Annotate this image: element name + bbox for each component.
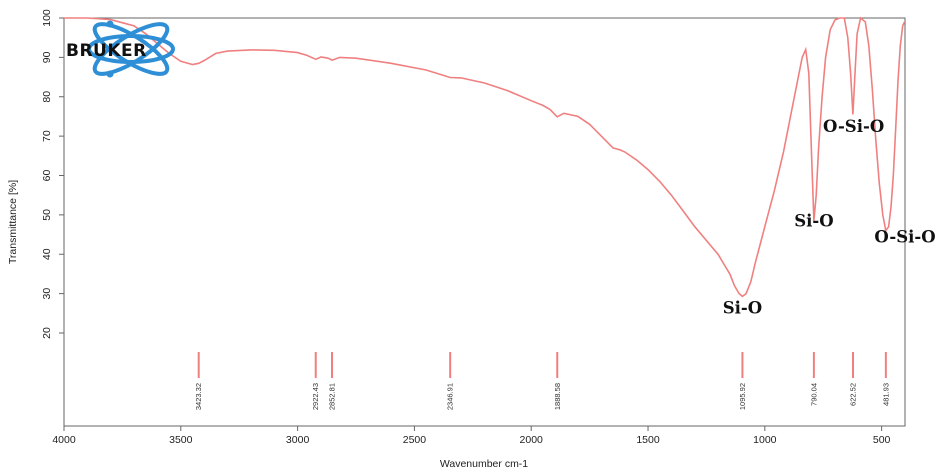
peak-label-1: 2922.43 xyxy=(311,383,320,410)
peak-label-3: 2346.91 xyxy=(446,383,455,410)
band-annotation-3: O-Si-O xyxy=(874,227,935,246)
y-tick-label-7: 90 xyxy=(41,51,53,63)
y-tick-label-6: 80 xyxy=(41,91,53,103)
y-tick-label-1: 30 xyxy=(41,288,53,300)
x-axis: 4000 3500 3000 2500 2000 1500 1000 500 xyxy=(52,426,891,446)
x-axis-title: Wavenumber cm-1 xyxy=(440,458,528,470)
peak-markers: 3423.32 2922.43 2852.81 2346.91 1888.58 1095.… xyxy=(194,352,890,410)
y-tick-label-0: 20 xyxy=(41,327,53,339)
y-axis: 20 30 40 50 60 70 80 90 100 xyxy=(41,9,64,339)
x-tick-label-6: 1000 xyxy=(753,434,777,446)
y-tick-label-3: 50 xyxy=(41,209,53,221)
y-axis-title: Transmittance [%] xyxy=(7,180,19,264)
band-annotation-2: O-Si-O xyxy=(823,117,884,136)
peak-label-8: 481.93 xyxy=(881,383,890,406)
logo-orbit-left xyxy=(92,22,170,76)
peak-label-0: 3423.32 xyxy=(194,383,203,410)
peak-label-5: 1095.92 xyxy=(738,383,747,410)
spectrum-line xyxy=(64,16,906,298)
x-tick-label-1: 3500 xyxy=(169,434,193,446)
x-tick-label-0: 4000 xyxy=(52,434,76,446)
y-tick-label-5: 70 xyxy=(41,130,53,142)
x-tick-label-2: 3000 xyxy=(286,434,310,446)
peak-label-6: 790.04 xyxy=(809,383,818,406)
x-tick-label-3: 2500 xyxy=(403,434,427,446)
x-tick-label-4: 2000 xyxy=(520,434,544,446)
band-annotation-0: Si-O xyxy=(723,298,762,317)
band-annotation-1: Si-O xyxy=(794,212,833,231)
logo-orbit-right xyxy=(92,22,170,76)
logo-text: BRUKER xyxy=(66,41,147,61)
y-tick-label-8: 100 xyxy=(41,9,53,27)
y-tick-label-4: 60 xyxy=(41,170,53,182)
logo-dot-bottom xyxy=(106,70,114,78)
y-tick-label-2: 40 xyxy=(41,248,53,260)
peak-label-7: 622.52 xyxy=(849,383,858,406)
logo-dot-top xyxy=(106,20,114,28)
annotations: Si-O Si-O O-Si-O O-Si-O xyxy=(723,117,936,317)
peak-label-2: 2852.81 xyxy=(327,383,336,410)
bruker-logo: BRUKER xyxy=(66,20,175,78)
peak-label-4: 1888.58 xyxy=(553,383,562,410)
x-tick-label-5: 1500 xyxy=(636,434,660,446)
plot-frame xyxy=(63,17,906,427)
x-tick-label-7: 500 xyxy=(873,434,891,446)
